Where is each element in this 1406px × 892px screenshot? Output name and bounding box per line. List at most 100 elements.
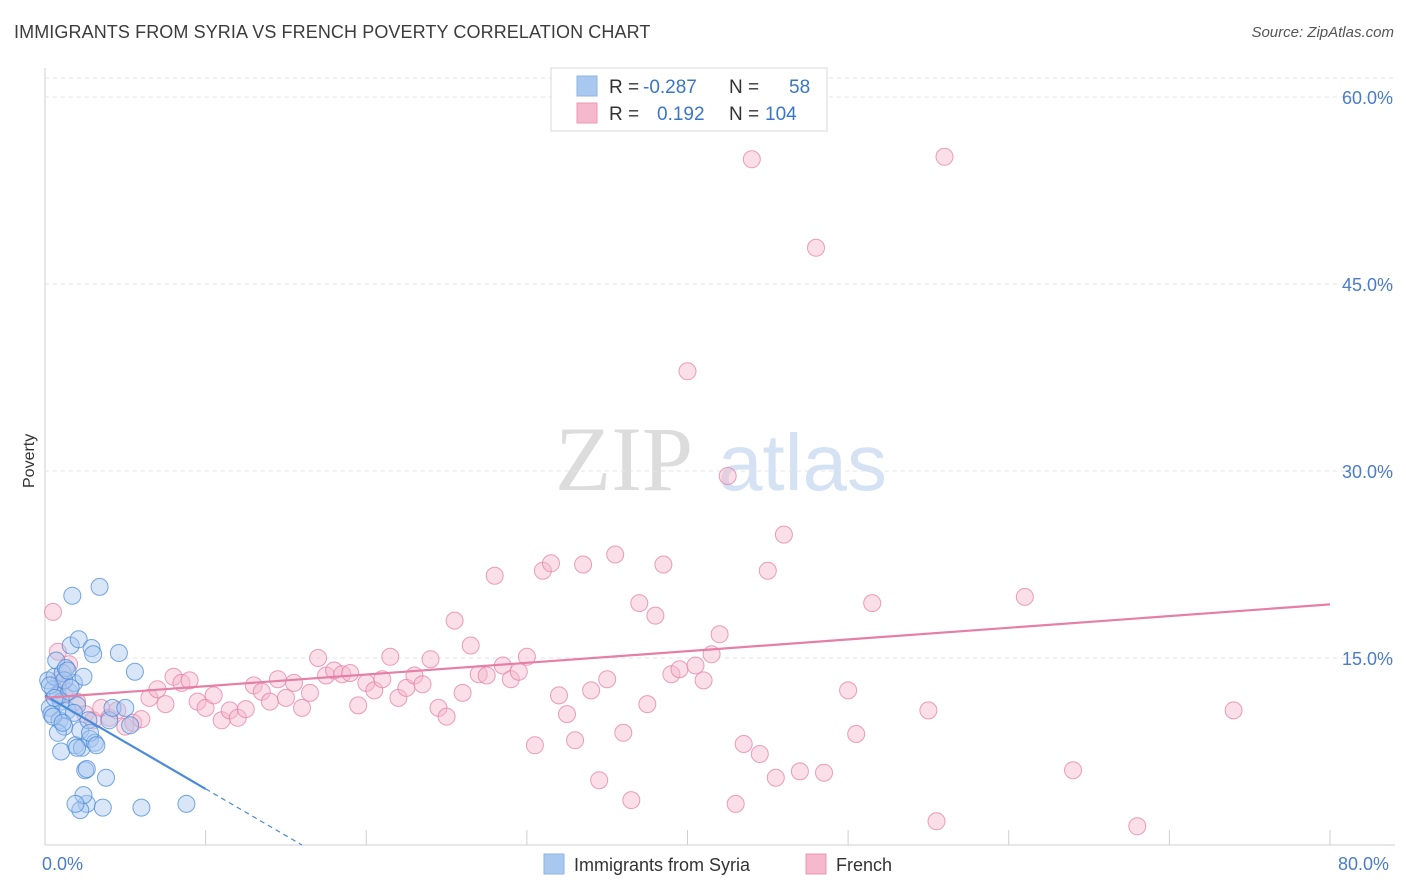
data-point	[44, 707, 62, 726]
series-legend: Immigrants from Syria French	[543, 853, 892, 875]
data-point	[116, 698, 135, 717]
data-point	[236, 700, 255, 719]
legend-r-label-french: R =	[609, 104, 639, 125]
x-tick-min: 0.0%	[42, 854, 83, 874]
legend-n-label-syria: N =	[729, 77, 759, 98]
x-tick-max: 80.0%	[1338, 854, 1389, 874]
legend-n-value-french: 104	[765, 104, 797, 125]
data-point	[919, 701, 938, 720]
data-point	[517, 647, 536, 666]
y-axis-label: Poverty	[21, 434, 38, 488]
legend-n-value-syria: 58	[789, 77, 810, 98]
legend-swatch-syria	[576, 75, 598, 97]
data-point	[542, 554, 560, 573]
data-point	[935, 147, 954, 166]
data-point	[807, 238, 825, 257]
data-point	[84, 645, 103, 664]
data-point	[63, 586, 82, 605]
data-point	[204, 686, 223, 705]
data-point	[156, 695, 175, 714]
data-point	[766, 768, 785, 787]
data-point	[694, 671, 713, 690]
legend-n-label-french: N =	[729, 104, 759, 125]
y-tick-label: 60.0%	[1342, 88, 1393, 108]
data-point	[53, 713, 72, 732]
data-point	[461, 636, 480, 655]
bottom-legend-label-syria: Immigrants from Syria	[574, 855, 751, 875]
y-tick-label: 15.0%	[1342, 649, 1393, 669]
data-point	[373, 670, 392, 689]
data-point	[413, 675, 432, 694]
data-point	[196, 698, 215, 717]
data-point	[1224, 701, 1243, 720]
data-point	[726, 794, 745, 813]
bottom-legend-swatch-french	[805, 853, 827, 875]
data-point	[341, 664, 360, 682]
data-point	[421, 650, 440, 669]
data-point	[574, 555, 593, 574]
data-point	[48, 723, 67, 742]
bottom-legend-swatch-syria	[543, 853, 565, 875]
data-point	[437, 707, 456, 726]
data-point	[103, 698, 122, 717]
data-point	[77, 760, 96, 778]
data-point	[121, 716, 140, 735]
data-point	[90, 577, 109, 596]
trend-line-french	[44, 603, 1331, 699]
data-point	[606, 545, 625, 564]
data-point	[863, 594, 882, 613]
data-point	[453, 683, 472, 702]
trend-line-syria	[44, 694, 207, 790]
data-point	[525, 736, 544, 755]
data-point	[638, 695, 657, 714]
data-point	[93, 798, 112, 817]
chart-title: IMMIGRANTS FROM SYRIA VS FRENCH POVERTY …	[14, 22, 651, 42]
bottom-legend-label-french: French	[836, 855, 892, 875]
data-point	[55, 671, 74, 690]
data-point	[590, 771, 609, 790]
data-point	[285, 673, 303, 692]
data-point	[582, 681, 601, 700]
data-point	[87, 736, 106, 755]
trend-line-extension-syria	[205, 788, 303, 846]
data-point	[774, 525, 793, 544]
y-tick-label: 45.0%	[1342, 275, 1393, 295]
data-point	[109, 644, 128, 662]
data-point	[260, 692, 279, 711]
data-point	[558, 705, 576, 724]
data-point	[301, 683, 319, 702]
data-point	[815, 763, 833, 782]
watermark-zip: ZIP	[555, 408, 693, 510]
data-point	[69, 630, 88, 649]
data-point	[1128, 817, 1147, 836]
data-point	[485, 566, 504, 585]
y-tick-labels: 15.0% 30.0% 45.0% 60.0%	[1342, 88, 1393, 669]
data-point	[477, 666, 496, 685]
data-point	[678, 362, 697, 381]
data-point	[132, 710, 151, 729]
data-point	[839, 681, 858, 700]
data-point	[790, 762, 809, 781]
data-point	[509, 662, 528, 681]
y-tick-label: 30.0%	[1342, 462, 1393, 482]
data-point	[1064, 761, 1082, 780]
data-point	[566, 731, 585, 750]
data-point	[598, 670, 617, 689]
data-point	[276, 688, 295, 707]
legend-r-value-french: 0.192	[657, 104, 705, 125]
data-point	[177, 794, 196, 813]
data-point	[654, 555, 673, 574]
data-point	[52, 742, 71, 761]
data-point	[82, 639, 101, 657]
data-point	[71, 801, 90, 820]
data-point	[293, 698, 311, 717]
data-point	[847, 725, 866, 743]
data-point	[750, 745, 769, 763]
grid-lines	[45, 77, 1395, 659]
data-point	[758, 561, 777, 580]
data-point	[630, 594, 649, 613]
legend-r-value-syria: -0.287	[643, 77, 697, 98]
data-point	[132, 798, 151, 817]
data-point	[646, 606, 665, 625]
